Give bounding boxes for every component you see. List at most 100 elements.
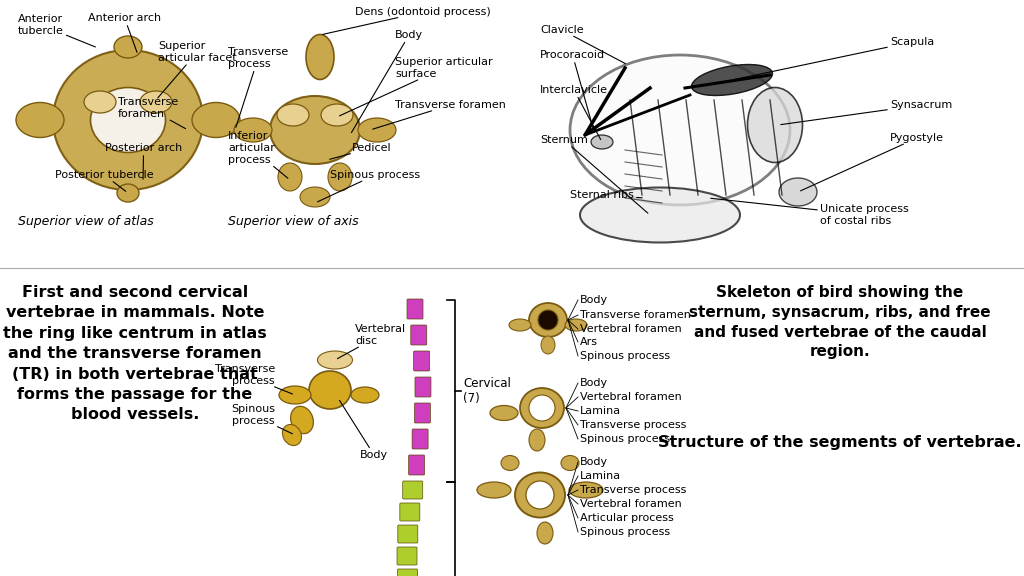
Text: Transverse foramen: Transverse foramen (373, 100, 506, 129)
Ellipse shape (501, 456, 519, 471)
Ellipse shape (358, 118, 396, 142)
Circle shape (538, 310, 558, 330)
Text: Dens (odontoid process): Dens (odontoid process) (323, 7, 490, 35)
Ellipse shape (561, 456, 579, 471)
Ellipse shape (490, 406, 518, 420)
FancyBboxPatch shape (415, 403, 430, 423)
Text: Body: Body (580, 457, 608, 467)
Text: Vertebral
disc: Vertebral disc (338, 324, 407, 359)
Text: Interclavicle: Interclavicle (540, 85, 608, 139)
Text: Superior
articular facet: Superior articular facet (158, 41, 237, 98)
Text: Structure of the segments of vertebrae.: Structure of the segments of vertebrae. (658, 435, 1022, 450)
Ellipse shape (520, 388, 564, 428)
Text: First and second cervical
vertebrae in mammals. Note
the ring like centrum in at: First and second cervical vertebrae in m… (3, 285, 267, 422)
Ellipse shape (529, 429, 545, 451)
Text: Body: Body (340, 400, 388, 460)
Text: Ars: Ars (580, 337, 598, 347)
Text: Transverse
process: Transverse process (228, 47, 288, 127)
FancyBboxPatch shape (412, 429, 428, 449)
Ellipse shape (234, 118, 272, 142)
Ellipse shape (748, 88, 803, 162)
Ellipse shape (328, 163, 352, 191)
Text: Pygostyle: Pygostyle (801, 133, 944, 191)
Text: Spinous process: Spinous process (580, 351, 670, 361)
FancyBboxPatch shape (397, 547, 417, 565)
Text: Transverse process: Transverse process (580, 420, 686, 430)
FancyBboxPatch shape (414, 351, 430, 371)
Text: Superior view of atlas: Superior view of atlas (18, 215, 154, 228)
Ellipse shape (477, 482, 511, 498)
Ellipse shape (278, 163, 302, 191)
Ellipse shape (779, 178, 817, 206)
FancyBboxPatch shape (409, 455, 425, 475)
Text: Sternal ribs: Sternal ribs (570, 190, 642, 200)
Text: Synsacrum: Synsacrum (780, 100, 952, 124)
Text: Pedicel: Pedicel (330, 143, 391, 160)
Ellipse shape (278, 104, 309, 126)
Ellipse shape (351, 387, 379, 403)
Text: Articular process: Articular process (580, 513, 674, 523)
Text: Body: Body (580, 378, 608, 388)
FancyBboxPatch shape (402, 481, 423, 499)
Text: Spinous process: Spinous process (317, 170, 420, 202)
Ellipse shape (193, 103, 240, 138)
Ellipse shape (270, 96, 360, 164)
Text: Anterior
tubercle: Anterior tubercle (18, 14, 95, 47)
Ellipse shape (570, 55, 790, 205)
Circle shape (529, 395, 555, 421)
Text: Lamina: Lamina (580, 471, 622, 481)
Ellipse shape (140, 91, 172, 113)
FancyBboxPatch shape (397, 525, 418, 543)
Ellipse shape (291, 406, 313, 434)
Ellipse shape (537, 522, 553, 544)
Text: Superior articular
surface: Superior articular surface (340, 57, 493, 116)
Text: Vertebral foramen: Vertebral foramen (580, 324, 682, 334)
Text: Transverse
foramen: Transverse foramen (118, 97, 185, 128)
Text: Vertebral foramen: Vertebral foramen (580, 392, 682, 402)
Text: Superior view of axis: Superior view of axis (228, 215, 358, 228)
Text: Unicate process
of costal ribs: Unicate process of costal ribs (711, 198, 908, 226)
FancyBboxPatch shape (397, 569, 418, 576)
Ellipse shape (117, 184, 139, 202)
Text: Procoracoid: Procoracoid (540, 50, 605, 132)
Text: Clavicle: Clavicle (540, 25, 626, 64)
Text: Body: Body (351, 30, 423, 132)
Ellipse shape (114, 36, 142, 58)
Ellipse shape (580, 188, 740, 242)
Ellipse shape (53, 50, 203, 190)
Text: Vertebral foramen: Vertebral foramen (580, 499, 682, 509)
FancyBboxPatch shape (407, 299, 423, 319)
Text: Anterior arch: Anterior arch (88, 13, 161, 52)
Ellipse shape (300, 187, 330, 207)
Ellipse shape (90, 88, 166, 153)
Ellipse shape (279, 386, 311, 404)
Text: Sternum: Sternum (540, 135, 648, 213)
Text: Inferior
articular
process: Inferior articular process (228, 131, 288, 178)
Ellipse shape (317, 351, 352, 369)
Text: Spinous
process: Spinous process (231, 404, 293, 434)
Circle shape (526, 481, 554, 509)
Ellipse shape (541, 336, 555, 354)
Ellipse shape (691, 65, 772, 96)
Text: Body: Body (580, 295, 608, 305)
Text: Transverse process: Transverse process (580, 485, 686, 495)
Ellipse shape (84, 91, 116, 113)
Text: Spinous process: Spinous process (580, 434, 670, 444)
FancyBboxPatch shape (411, 325, 427, 345)
Ellipse shape (509, 319, 531, 331)
Ellipse shape (565, 319, 587, 331)
Ellipse shape (321, 104, 353, 126)
Ellipse shape (591, 135, 613, 149)
Text: Spinous process: Spinous process (580, 527, 670, 537)
Text: Lamina: Lamina (580, 406, 622, 416)
Text: Skeleton of bird showing the
sternum, synsacrum, ribs, and free
and fused verteb: Skeleton of bird showing the sternum, sy… (689, 285, 991, 359)
Ellipse shape (309, 371, 351, 409)
FancyBboxPatch shape (415, 377, 431, 397)
Ellipse shape (283, 425, 301, 445)
Text: Posterior tubercle: Posterior tubercle (55, 170, 154, 191)
Text: Cervical
(7): Cervical (7) (463, 377, 511, 405)
FancyBboxPatch shape (399, 503, 420, 521)
Text: Posterior arch: Posterior arch (105, 143, 182, 179)
Ellipse shape (529, 303, 567, 337)
Text: Transverse foramen: Transverse foramen (580, 310, 691, 320)
